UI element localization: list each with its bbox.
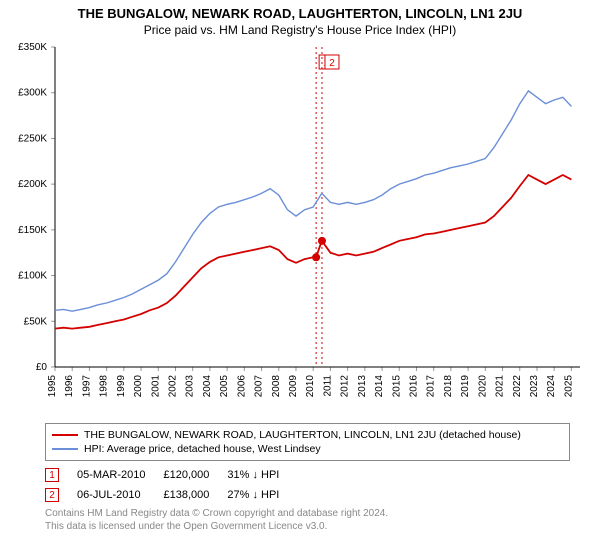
x-tick-label: 2020 bbox=[477, 375, 488, 398]
tx-badge-cell: 1 bbox=[45, 465, 77, 485]
x-tick-label: 2023 bbox=[529, 375, 540, 398]
tx-pct: 27% ↓ HPI bbox=[227, 485, 297, 505]
x-tick-label: 2004 bbox=[202, 375, 213, 398]
legend-row: THE BUNGALOW, NEWARK ROAD, LAUGHTERTON, … bbox=[52, 428, 563, 442]
footnote: Contains HM Land Registry data © Crown c… bbox=[45, 507, 570, 533]
x-tick-label: 1996 bbox=[64, 375, 75, 398]
tx-badge-cell: 2 bbox=[45, 485, 77, 505]
x-tick-label: 2007 bbox=[254, 375, 265, 398]
chart-title: THE BUNGALOW, NEWARK ROAD, LAUGHTERTON, … bbox=[0, 6, 600, 21]
y-tick-label: £350K bbox=[18, 42, 47, 53]
tx-date: 06-JUL-2010 bbox=[77, 485, 163, 505]
legend-label: HPI: Average price, detached house, West… bbox=[84, 442, 321, 456]
tx-badge: 2 bbox=[45, 488, 59, 502]
series-price_paid bbox=[55, 175, 571, 329]
x-tick-label: 2015 bbox=[391, 375, 402, 398]
x-tick-label: 1998 bbox=[99, 375, 110, 398]
footnote-line1: Contains HM Land Registry data © Crown c… bbox=[45, 508, 388, 519]
x-tick-label: 2012 bbox=[340, 375, 351, 398]
x-tick-label: 2006 bbox=[236, 375, 247, 398]
x-tick-label: 2013 bbox=[357, 375, 368, 398]
y-tick-label: £0 bbox=[36, 362, 48, 373]
x-tick-label: 2025 bbox=[563, 375, 574, 398]
y-tick-label: £150K bbox=[18, 225, 47, 236]
footnote-line2: This data is licensed under the Open Gov… bbox=[45, 521, 327, 532]
x-tick-label: 2005 bbox=[219, 375, 230, 398]
x-tick-label: 2002 bbox=[167, 375, 178, 398]
y-tick-label: £300K bbox=[18, 88, 47, 99]
x-tick-label: 1997 bbox=[81, 375, 92, 398]
event-badge-num: 2 bbox=[329, 58, 335, 69]
x-tick-label: 2016 bbox=[408, 375, 419, 398]
x-tick-label: 1999 bbox=[116, 375, 127, 398]
x-tick-label: 2014 bbox=[374, 375, 385, 398]
series-hpi bbox=[55, 91, 571, 311]
y-tick-label: £100K bbox=[18, 271, 47, 282]
x-tick-label: 2019 bbox=[460, 375, 471, 398]
transactions-table: 1 05-MAR-2010£120,00031% ↓ HPI 2 06-JUL-201… bbox=[45, 465, 297, 505]
tx-price: £120,000 bbox=[163, 465, 227, 485]
x-tick-label: 2022 bbox=[512, 375, 523, 398]
x-tick-label: 2009 bbox=[288, 375, 299, 398]
x-tick-label: 2008 bbox=[271, 375, 282, 398]
y-tick-label: £250K bbox=[18, 133, 47, 144]
chart-svg: £0 £50K £100K £150K £200K £250K £300K £350K 1995… bbox=[0, 37, 600, 417]
x-tick-label: 2017 bbox=[426, 375, 437, 398]
x-tick-label: 2011 bbox=[322, 375, 333, 397]
tx-badge: 1 bbox=[45, 468, 59, 482]
x-tick-label: 1995 bbox=[47, 375, 58, 398]
y-tick-label: £50K bbox=[24, 316, 48, 327]
x-tick-label: 2003 bbox=[185, 375, 196, 398]
y-tick-label: £200K bbox=[18, 179, 47, 190]
x-tick-label: 2018 bbox=[443, 375, 454, 398]
x-tick-label: 2021 bbox=[495, 375, 506, 398]
tx-price: £138,000 bbox=[163, 485, 227, 505]
legend-row: HPI: Average price, detached house, West… bbox=[52, 442, 563, 456]
tx-date: 05-MAR-2010 bbox=[77, 465, 163, 485]
transaction-row: 2 06-JUL-2010£138,00027% ↓ HPI bbox=[45, 485, 297, 505]
legend-box: THE BUNGALOW, NEWARK ROAD, LAUGHTERTON, … bbox=[45, 423, 570, 461]
x-tick-label: 2001 bbox=[150, 375, 161, 398]
chart-subtitle: Price paid vs. HM Land Registry's House … bbox=[0, 23, 600, 37]
chart-area: £0 £50K £100K £150K £200K £250K £300K £350K 1995… bbox=[0, 37, 600, 417]
x-tick-label: 2024 bbox=[546, 375, 557, 398]
legend-swatch bbox=[52, 434, 78, 436]
tx-pct: 31% ↓ HPI bbox=[227, 465, 297, 485]
legend-swatch bbox=[52, 448, 78, 450]
x-tick-label: 2000 bbox=[133, 375, 144, 398]
transaction-row: 1 05-MAR-2010£120,00031% ↓ HPI bbox=[45, 465, 297, 485]
x-tick-label: 2010 bbox=[305, 375, 316, 398]
legend-label: THE BUNGALOW, NEWARK ROAD, LAUGHTERTON, … bbox=[84, 428, 521, 442]
